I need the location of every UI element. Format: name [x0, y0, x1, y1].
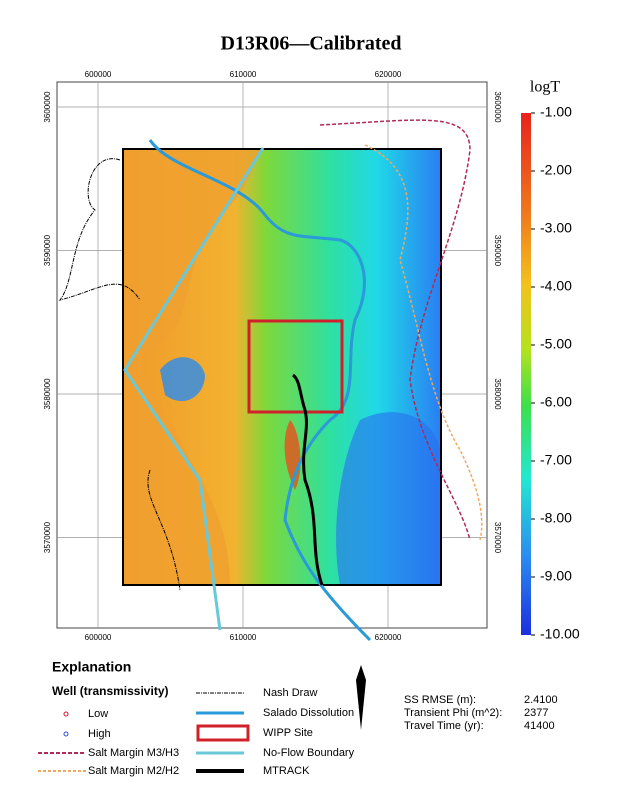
blue-region: [336, 412, 441, 585]
y-tick-label: 3580000: [493, 378, 502, 410]
x-tick-label: 610000: [230, 633, 257, 642]
salt-margin-m3: [319, 119, 471, 541]
colorbar-tick-label: -1.00: [540, 104, 572, 120]
colorbar-tick-label: -4.00: [540, 278, 572, 294]
stat-label: SS RMSE (m):: [404, 694, 476, 706]
salado-dissolution: [148, 139, 372, 642]
colorbar-tick-label: -7.00: [540, 452, 572, 468]
x-tick-label: 600000: [85, 70, 112, 79]
colorbar-tick-label: -6.00: [540, 394, 572, 410]
legend-label: No-Flow Boundary: [263, 747, 355, 759]
y-tick-label: 3570000: [493, 522, 502, 554]
y-tick-label: 3600000: [43, 91, 52, 123]
colorbar-tick-label: -3.00: [540, 220, 572, 236]
title: D13R06—Calibrated: [220, 33, 401, 55]
x-tick-label: 600000: [85, 633, 112, 642]
nash-draw: [58, 158, 181, 591]
north-arrow: [356, 665, 366, 730]
stat-value: 2.4100: [524, 694, 558, 706]
legend-label: Nash Draw: [263, 687, 317, 699]
colorbar-tick-label: -5.00: [540, 336, 572, 352]
legend-label: Salt Margin M3/H3: [88, 747, 179, 759]
colorbar-tick-label: -10.00: [540, 626, 580, 642]
no-flow-boundary: [123, 147, 265, 631]
y-tick-label: 3600000: [493, 91, 502, 123]
colorbar-tick-label: -9.00: [540, 568, 572, 584]
salt-margin-m2: [364, 144, 483, 541]
colorbar: [521, 113, 531, 635]
legend-label: Low: [88, 708, 108, 720]
stat-label: Transient Phi (m^2):: [404, 707, 502, 719]
legend-symbol: [196, 724, 250, 742]
orange-region: [123, 149, 260, 585]
stat-value: 41400: [524, 720, 555, 732]
colorbar-title: logT: [530, 79, 560, 96]
legend-label: High: [88, 728, 111, 740]
y-tick-label: 3580000: [43, 378, 52, 410]
colorbar-tick-label: -2.00: [540, 162, 572, 178]
model-boundary: [122, 148, 442, 586]
y-tick-label: 3590000: [493, 235, 502, 267]
legend-symbol: [63, 711, 69, 717]
x-tick-label: 620000: [375, 633, 402, 642]
wipp-site: [247, 319, 344, 414]
y-tick-label: 3590000: [43, 234, 52, 266]
legend-title: Explanation: [52, 659, 131, 675]
mtrack: [291, 373, 324, 586]
stat-label: Travel Time (yr):: [404, 720, 484, 732]
legend-subtitle: Well (transmissivity): [52, 684, 168, 698]
legend-label: Salado Dissolution: [263, 707, 354, 719]
y-tick-label: 3570000: [43, 521, 52, 553]
legend-label: WIPP Site: [263, 727, 313, 739]
blue-patch: [160, 357, 205, 402]
legend-label: Salt Margin M2/H2: [88, 765, 179, 777]
legend-symbol: [63, 731, 69, 737]
x-tick-label: 620000: [375, 70, 402, 79]
legend-label: MTRACK: [263, 765, 310, 777]
x-tick-label: 610000: [230, 70, 257, 79]
stat-value: 2377: [524, 707, 548, 719]
colorbar-tick-label: -8.00: [540, 510, 572, 526]
